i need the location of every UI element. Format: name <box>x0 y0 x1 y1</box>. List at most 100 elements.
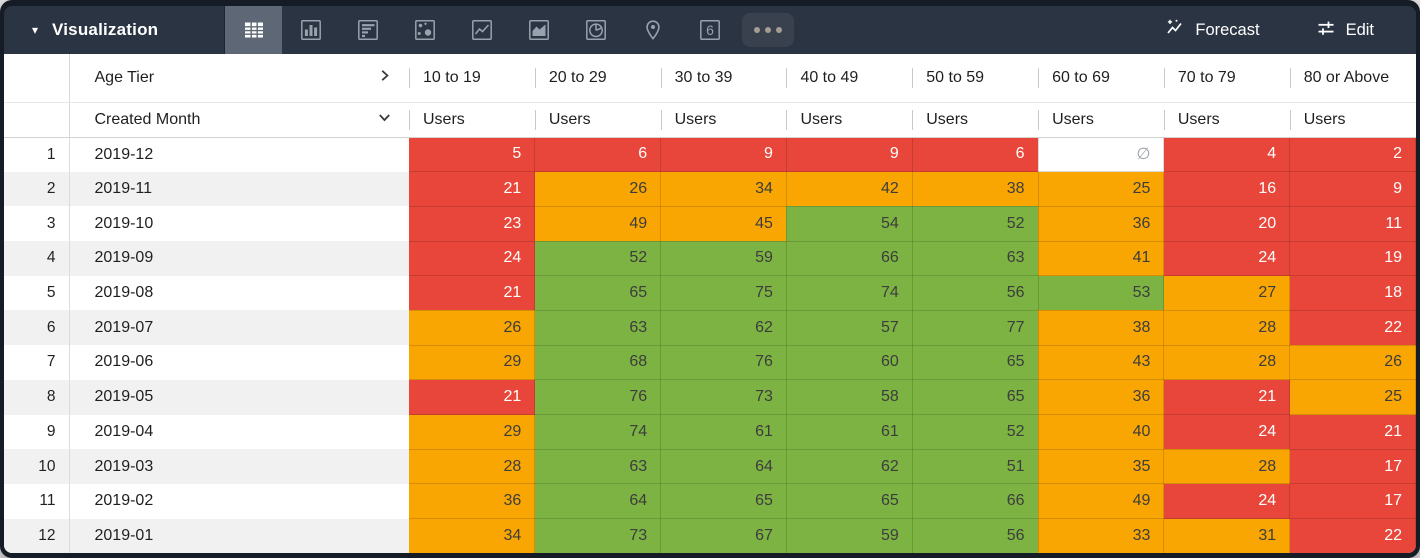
data-cell[interactable]: 18 <box>1289 275 1416 311</box>
data-cell[interactable]: 52 <box>912 206 1039 242</box>
edit-button[interactable]: Edit <box>1316 18 1374 43</box>
data-cell[interactable]: 16 <box>1163 171 1291 207</box>
column-header[interactable]: 70 to 79 <box>1163 54 1290 103</box>
data-cell[interactable]: 9 <box>1289 171 1416 207</box>
data-cell[interactable]: 23 <box>409 206 536 242</box>
data-cell[interactable]: 28 <box>1163 345 1291 381</box>
data-cell[interactable]: 4 <box>1163 137 1291 173</box>
vis-type-area-chart[interactable] <box>510 6 567 54</box>
vis-type-bar-chart[interactable] <box>339 6 396 54</box>
data-cell[interactable]: 21 <box>409 171 536 207</box>
column-header[interactable]: 50 to 59 <box>912 54 1039 103</box>
visualization-dropdown[interactable]: ▾ Visualization <box>4 6 225 54</box>
data-cell[interactable]: 9 <box>660 137 787 173</box>
data-cell[interactable]: 9 <box>786 137 913 173</box>
vis-type-table[interactable] <box>225 6 282 54</box>
data-cell[interactable]: 59 <box>786 518 913 553</box>
data-cell[interactable]: 58 <box>786 379 913 415</box>
row-month-cell[interactable]: 2019-07 <box>68 310 409 346</box>
data-cell[interactable]: 6 <box>912 137 1039 173</box>
row-month-cell[interactable]: 2019-06 <box>68 345 409 380</box>
data-cell[interactable]: 43 <box>1038 345 1165 381</box>
column-header[interactable]: 40 to 49 <box>786 54 913 103</box>
data-cell[interactable]: 45 <box>660 206 787 242</box>
data-cell[interactable]: 31 <box>1163 518 1291 553</box>
row-month-cell[interactable]: 2019-01 <box>68 518 409 553</box>
data-cell[interactable]: 63 <box>534 310 662 346</box>
data-cell[interactable]: 40 <box>1038 414 1165 450</box>
data-cell[interactable]: 22 <box>1289 518 1416 553</box>
measure-header[interactable]: Users <box>1163 102 1290 138</box>
column-header[interactable]: 60 to 69 <box>1038 54 1164 103</box>
vis-type-single-value[interactable]: 6 <box>681 6 738 54</box>
measure-header[interactable]: Users <box>409 102 535 138</box>
vis-type-map[interactable] <box>624 6 681 54</box>
data-cell[interactable]: 35 <box>1038 449 1165 485</box>
data-cell[interactable]: 38 <box>912 171 1039 207</box>
data-cell[interactable]: 25 <box>1038 171 1165 207</box>
data-cell[interactable]: 65 <box>912 379 1039 415</box>
row-month-cell[interactable]: 2019-04 <box>68 414 409 450</box>
data-cell[interactable]: 67 <box>660 518 787 553</box>
data-cell[interactable]: 34 <box>409 518 536 553</box>
vis-type-pie-chart[interactable] <box>567 6 624 54</box>
data-cell[interactable]: 52 <box>534 241 662 277</box>
data-cell[interactable]: 2 <box>1289 137 1416 173</box>
data-cell[interactable]: 29 <box>409 345 536 381</box>
data-cell[interactable]: 56 <box>912 518 1039 553</box>
column-header[interactable]: 80 or Above <box>1289 54 1416 103</box>
data-cell[interactable]: 66 <box>912 483 1039 520</box>
data-cell[interactable]: 27 <box>1163 275 1291 311</box>
data-cell[interactable]: 33 <box>1038 518 1165 553</box>
data-cell[interactable]: 49 <box>1038 483 1165 520</box>
row-month-cell[interactable]: 2019-02 <box>68 483 409 519</box>
data-cell[interactable]: 65 <box>534 275 662 311</box>
row-month-cell[interactable]: 2019-08 <box>68 275 409 311</box>
data-cell[interactable]: ∅ <box>1037 136 1165 173</box>
data-cell[interactable]: 75 <box>660 275 787 311</box>
data-cell[interactable]: 63 <box>534 449 662 485</box>
data-cell[interactable]: 51 <box>912 449 1039 485</box>
measure-header[interactable]: Users <box>660 102 787 138</box>
vis-type-column-chart[interactable] <box>282 6 339 54</box>
data-cell[interactable]: 36 <box>409 483 536 520</box>
data-cell[interactable]: 29 <box>409 414 536 450</box>
data-cell[interactable]: 11 <box>1289 206 1416 242</box>
data-cell[interactable]: 53 <box>1038 275 1165 311</box>
row-month-cell[interactable]: 2019-11 <box>68 171 409 207</box>
data-cell[interactable]: 74 <box>534 414 662 450</box>
row-month-cell[interactable]: 2019-03 <box>68 449 409 484</box>
vis-type-line-chart[interactable] <box>453 6 510 54</box>
data-cell[interactable]: 41 <box>1038 241 1165 277</box>
data-cell[interactable]: 28 <box>1163 449 1291 485</box>
column-header[interactable]: 10 to 19 <box>409 54 535 103</box>
row-month-cell[interactable]: 2019-10 <box>68 206 409 242</box>
measure-header[interactable]: Users <box>786 102 913 138</box>
data-cell[interactable]: 17 <box>1289 483 1416 520</box>
chevron-down-icon[interactable] <box>376 109 393 131</box>
data-cell[interactable]: 28 <box>1163 310 1291 346</box>
data-cell[interactable]: 49 <box>534 206 662 242</box>
data-cell[interactable]: 26 <box>409 310 536 346</box>
data-cell[interactable]: 34 <box>660 171 787 207</box>
vis-type-more-button[interactable] <box>742 13 794 47</box>
vis-type-scatter-plot[interactable] <box>396 6 453 54</box>
data-cell[interactable]: 62 <box>786 449 913 485</box>
data-cell[interactable]: 6 <box>534 137 662 173</box>
data-cell[interactable]: 63 <box>912 241 1039 277</box>
data-cell[interactable]: 61 <box>660 414 787 450</box>
data-cell[interactable]: 57 <box>786 310 913 346</box>
data-cell[interactable]: 20 <box>1163 206 1291 242</box>
data-cell[interactable]: 24 <box>1163 414 1291 450</box>
data-cell[interactable]: 24 <box>409 241 536 277</box>
data-cell[interactable]: 62 <box>660 310 787 346</box>
column-header[interactable]: 30 to 39 <box>660 54 787 103</box>
data-cell[interactable]: 25 <box>1289 379 1416 415</box>
data-cell[interactable]: 26 <box>534 171 662 207</box>
pivot-dimension-header[interactable]: Age Tier <box>68 54 409 103</box>
data-cell[interactable]: 54 <box>786 206 913 242</box>
data-cell[interactable]: 64 <box>660 449 787 485</box>
measure-header[interactable]: Users <box>534 102 661 138</box>
row-month-cell[interactable]: 2019-12 <box>68 137 409 172</box>
data-cell[interactable]: 73 <box>534 518 662 553</box>
